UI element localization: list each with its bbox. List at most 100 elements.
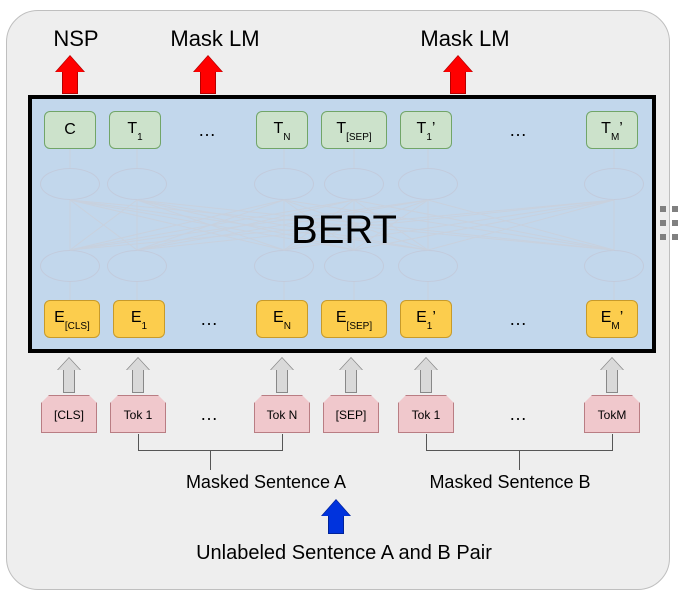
transformer-node [398,250,458,282]
transformer-node [107,168,167,200]
embedding-token: E[SEP] [321,300,387,338]
sentence-b-drop [612,434,613,450]
output-label: TN [273,120,290,140]
objective-label: Mask LM [160,26,270,52]
embed-arrow [340,358,362,393]
embedding-token: EN [256,300,308,338]
input-pair-arrow-shaft [328,516,344,534]
embed-arrow-shaft [276,370,288,393]
embed-arrow-head [127,358,149,370]
embed-arrow-head [58,358,80,370]
objective-arrow [194,56,222,94]
transformer-node [324,250,384,282]
input-token: [CLS] [41,395,97,433]
input-token-label: Tok 1 [412,408,441,422]
sentence-a-label: Masked Sentence A [166,472,366,493]
sentence-a-drop [138,434,139,450]
output-label: T1 [127,120,142,140]
input-token-label: [CLS] [54,408,84,422]
objective-arrow-head [444,56,472,72]
embedding-token: E1 [113,300,165,338]
transformer-node [107,250,167,282]
input-ellipsis: … [176,395,244,433]
output-token: T[SEP] [321,111,387,149]
transformer-node [584,250,644,282]
embedding-label: EN [273,309,291,329]
input-token: Tok 1 [398,395,454,433]
embedding-label: E1 [131,309,147,329]
embed-arrow [58,358,80,393]
input-token-label: Tok 1 [124,408,153,422]
embed-arrow-head [340,358,362,370]
sentence-b-label: Masked Sentence B [410,472,610,493]
embed-arrow-head [601,358,623,370]
continuation-dot [660,234,666,240]
embed-arrow [415,358,437,393]
sentence-b-stem [519,450,520,470]
output-label: C [64,121,76,139]
embed-arrow-shaft [420,370,432,393]
embedding-token: E[CLS] [44,300,100,338]
bert-title: BERT [291,208,397,253]
output-ellipsis: … [462,111,576,149]
output-label: T1’ [417,120,436,140]
transformer-node [254,168,314,200]
transformer-node [398,168,458,200]
embedding-label: E[SEP] [336,309,372,329]
output-label: T[SEP] [336,120,371,140]
continuation-dot [660,220,666,226]
objective-arrow-head [56,56,84,72]
output-ellipsis: … [170,111,246,149]
objective-arrow-head [194,56,222,72]
embed-arrow [271,358,293,393]
embed-arrow-shaft [132,370,144,393]
continuation-dot [672,234,678,240]
objective-arrow [444,56,472,94]
objective-arrow [56,56,84,94]
input-token: [SEP] [323,395,379,433]
output-token: TM’ [586,111,638,149]
input-pair-arrow-head [322,500,350,516]
continuation-dot [672,220,678,226]
transformer-node [40,250,100,282]
input-pair-arrow [322,500,350,534]
sentence-a-stem [210,450,211,470]
continuation-dot [660,206,666,212]
embedding-label: EM’ [601,309,624,329]
embedding-label: E1’ [416,309,436,329]
objective-label: NSP [46,26,106,52]
objective-arrow-shaft [62,72,78,94]
transformer-node [324,168,384,200]
output-label: TM’ [601,120,623,140]
embedding-ellipsis: … [462,300,576,338]
objective-arrow-shaft [450,72,466,94]
input-token-label: Tok N [267,408,298,422]
input-token-label: TokM [598,408,627,422]
sentence-b-drop [426,434,427,450]
embed-arrow [601,358,623,393]
transformer-node [584,168,644,200]
input-pair-caption: Unlabeled Sentence A and B Pair [168,542,520,565]
input-ellipsis: … [464,395,574,433]
embedding-ellipsis: … [174,300,246,338]
transformer-node [40,168,100,200]
output-token: C [44,111,96,149]
output-token: T1’ [400,111,452,149]
embedding-label: E[CLS] [54,309,90,329]
output-token: T1 [109,111,161,149]
objective-label: Mask LM [410,26,520,52]
embed-arrow-shaft [63,370,75,393]
input-token: Tok N [254,395,310,433]
embed-arrow-head [271,358,293,370]
transformer-node [254,250,314,282]
embed-arrow-shaft [345,370,357,393]
embed-arrow-shaft [606,370,618,393]
continuation-dot [672,206,678,212]
input-token-label: [SEP] [336,408,367,422]
embedding-token: E1’ [400,300,452,338]
embed-arrow [127,358,149,393]
input-token: TokM [584,395,640,433]
objective-arrow-shaft [200,72,216,94]
output-token: TN [256,111,308,149]
sentence-a-drop [282,434,283,450]
